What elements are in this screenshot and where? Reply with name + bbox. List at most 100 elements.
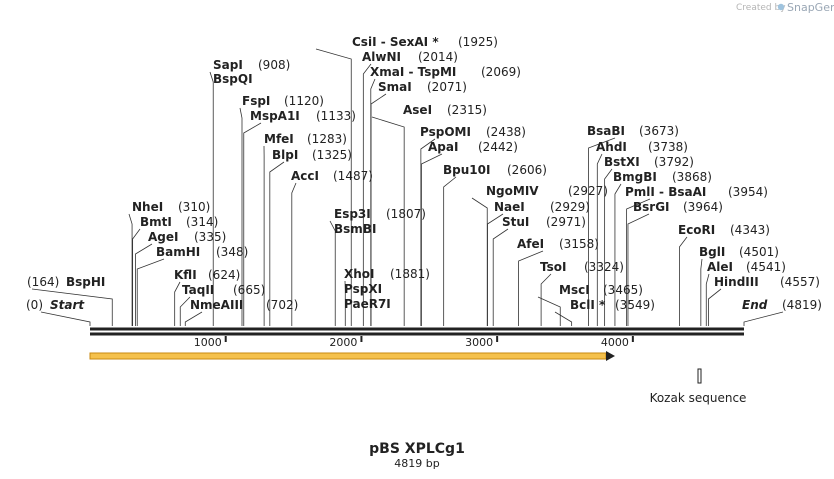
site-position: (1807) [386,207,426,221]
site-labels: Start (0) BspHI (164) NheI (310) BmtI (314) AgeI… [26,35,822,312]
site-label[interactable]: AlwNI [362,50,401,64]
site-label[interactable]: StuI [502,215,529,229]
site-label[interactable]: AfeI [517,237,544,251]
site-label[interactable]: CsiI - SexAI * [352,35,439,49]
site-position: (3738) [648,140,688,154]
snapgene-logo-icon [777,3,785,11]
site-label[interactable]: AleI [707,260,733,274]
site-leader-line [443,176,457,326]
site-label[interactable]: BsaBI [587,124,625,138]
site-label[interactable]: NmeAIII [190,298,243,312]
site-position: (3964) [683,200,723,214]
site-leader-line [471,197,488,326]
site-position: (2014) [418,50,458,64]
site-leader-line [329,220,336,326]
site-leader-line [492,228,509,326]
site-label[interactable]: PaeR7I [344,297,391,311]
site-leader-lines [31,48,784,326]
site-leader-line [420,138,436,326]
site-label[interactable]: XhoI [344,267,375,281]
site-leader-line [209,71,214,326]
watermark-prefix: Created by [736,3,786,13]
site-label[interactable]: MspA1I [250,109,300,123]
site-label[interactable]: AgeI [148,230,178,244]
site-position: (702) [266,298,298,312]
site-position: (314) [186,215,218,229]
site-label[interactable]: BmgBI [613,170,657,184]
site-position: (2971) [546,215,586,229]
site-label[interactable]: Start [50,298,85,312]
site-label[interactable]: KflI [174,268,197,282]
orf-arrow-body[interactable] [89,352,607,360]
site-label[interactable]: FspI [242,94,270,108]
site-label[interactable]: BclI * [570,298,606,312]
site-position: (2315) [447,103,487,117]
site-label[interactable]: ApaI [428,140,458,154]
orf-feature[interactable] [89,351,615,361]
site-position: (1487) [333,169,373,183]
site-position: (1133) [316,109,356,123]
site-label[interactable]: MfeI [264,132,294,146]
site-label[interactable]: Esp3I [334,207,371,221]
site-label[interactable]: NheI [132,200,163,214]
site-label[interactable]: SapI [213,58,243,72]
site-label[interactable]: PspXI [344,282,382,296]
site-label[interactable]: XmaI - TspMI [370,65,456,79]
kozak-feature[interactable]: Kozak sequence [650,368,747,405]
site-position: (0) [26,298,43,312]
site-position: (2606) [507,163,547,177]
snapgene-watermark: Created by SnapGene [736,1,834,14]
site-leader-line [371,116,405,326]
site-leader-line [679,236,688,326]
site-label[interactable]: AhdI [596,140,627,154]
site-label[interactable]: Bpu10I [443,163,490,177]
site-label[interactable]: BglI [699,245,725,259]
site-label[interactable]: AccI [291,169,319,183]
site-leader-line [269,161,285,326]
site-label[interactable]: BstXI [604,155,640,169]
site-label[interactable]: NaeI [494,200,525,214]
site-position: (3868) [672,170,712,184]
site-label[interactable]: MscI [559,283,590,297]
site-label[interactable]: BamHI [156,245,200,259]
site-label[interactable]: TaqII [182,283,214,297]
site-leader-line [291,182,297,326]
site-label[interactable]: BspHI [66,275,105,289]
site-label[interactable]: BmtI [140,215,172,229]
tick-label: 2000 [329,336,357,349]
kozak-label: Kozak sequence [650,391,747,405]
site-position: (1925) [458,35,498,49]
site-leader-line [743,311,784,326]
site-label[interactable]: End [742,298,768,312]
site-label[interactable]: BlpI [272,148,298,162]
site-position: (4557) [780,275,820,289]
site-label[interactable]: PmlI - BsaAI [625,185,706,199]
site-position: (4819) [782,298,822,312]
site-label[interactable]: NgoMIV [486,184,539,198]
site-position: (3465) [603,283,643,297]
site-leader-line [626,198,651,326]
site-label[interactable]: TsoI [540,260,566,274]
site-leader-line [31,288,113,326]
site-leader-line [596,153,603,326]
site-label[interactable]: SmaI [378,80,412,94]
map-length: 4819 bp [394,457,439,470]
site-leader-line [239,107,243,326]
site-leader-line [708,288,722,326]
site-position: (3158) [559,237,599,251]
kozak-marker[interactable] [697,368,702,384]
site-leader-line [174,281,181,326]
site-position: (335) [194,230,226,244]
site-label[interactable]: BspQI [213,72,253,86]
site-label[interactable]: BsmBI [334,222,376,236]
site-label[interactable]: EcoRI [678,223,715,237]
backbone [90,327,744,336]
tick-label: 1000 [194,336,222,349]
site-label[interactable]: PspOMI [420,125,471,139]
site-position: (2929) [550,200,590,214]
site-label[interactable]: BsrGI [633,200,670,214]
site-leader-line [132,228,141,326]
site-label[interactable]: AseI [403,103,432,117]
site-leader-line [518,250,544,326]
site-label[interactable]: HindIII [714,275,759,289]
